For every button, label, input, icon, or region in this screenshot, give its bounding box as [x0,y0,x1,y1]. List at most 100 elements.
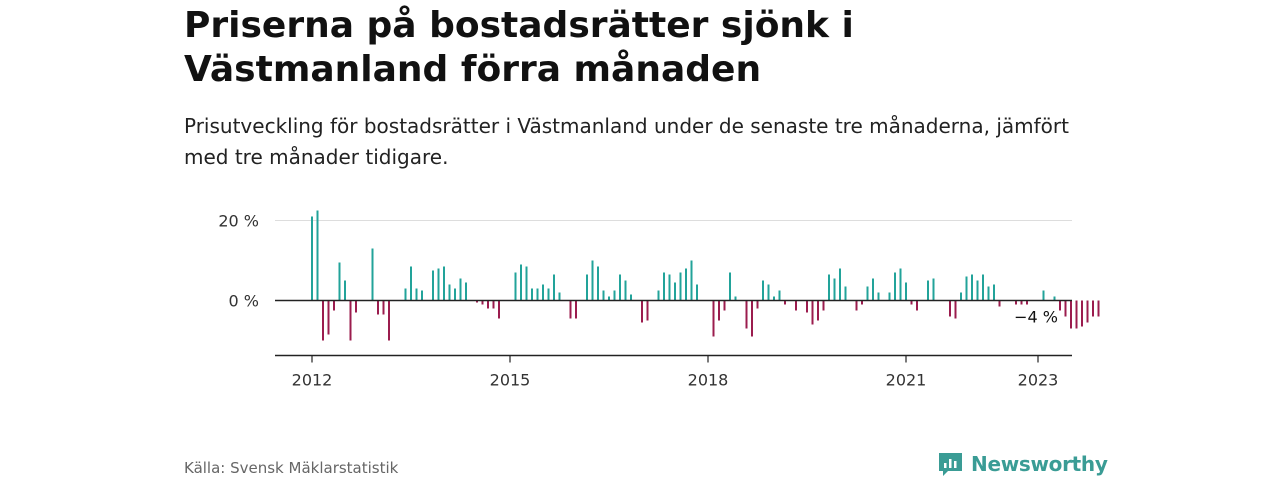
bar-positive [839,268,841,301]
x-tick-label: 2015 [490,371,531,390]
bar-negative [822,300,825,311]
chart-subtitle: Prisutveckling för bostadsrätter i Västm… [184,114,1069,169]
bar-negative [327,300,330,335]
bar-positive [674,282,676,301]
bar-chart: 0 % 20 % 2012 2015 2018 2021 2023 −4 % [218,210,1100,390]
bar-negative [569,300,572,319]
bar-negative [855,300,858,311]
bar-negative [498,300,500,319]
bar-negative [1097,300,1100,317]
bar-positive [767,284,770,301]
bar-positive [613,290,616,301]
bar-negative [756,300,759,309]
bar-positive [531,288,533,301]
bar-positive [663,272,665,301]
bar-negative [817,300,819,321]
bar-negative [723,300,726,311]
bar-positive [443,266,445,301]
brand-logo: Newsworthy [937,450,1108,478]
bar-negative [954,300,957,319]
bar-positive [520,264,522,301]
bar-negative [641,300,643,323]
bar-positive [597,266,599,301]
bar-negative [806,300,808,313]
bar-positive [619,274,621,301]
x-tick-label: 2012 [292,371,333,390]
bar-positive [542,284,544,301]
bar-positive [960,292,962,301]
bar-positive [432,270,434,301]
bar-positive [602,290,605,301]
bar-negative [795,300,797,311]
bar-positive [558,292,561,301]
bar-negative [476,300,478,303]
last-value-annotation: −4 % [1014,308,1058,327]
bar-positive [866,286,869,301]
bar-positive [685,268,687,301]
bar-positive [899,268,902,301]
bar-positive [311,216,313,301]
bar-series [311,210,1100,341]
bar-positive [410,266,412,301]
bar-negative [1086,300,1089,323]
bar-negative [492,300,495,309]
bar-negative [377,300,379,315]
bar-negative [861,300,863,305]
bar-negative [388,300,390,341]
newsworthy-logo-icon [939,452,962,476]
bar-negative [1070,300,1072,329]
bar-positive [894,272,896,301]
bar-negative [1092,300,1094,317]
bar-negative [718,300,720,321]
bar-positive [877,292,880,301]
x-tick-label: 2021 [886,371,927,390]
bar-positive [536,288,539,301]
bar-positive [971,274,973,301]
bar-positive [404,288,407,301]
source-note: Källa: Svensk Mäklarstatistik [184,459,399,477]
bar-negative [333,300,335,311]
bar-positive [514,272,517,301]
bar-negative [751,300,753,337]
bar-positive [630,294,632,301]
bar-positive [927,280,929,301]
bar-negative [322,300,324,341]
bar-negative [1020,300,1023,305]
bar-negative [382,300,385,315]
bar-positive [729,272,731,301]
bar-negative [784,300,786,305]
bar-positive [448,284,451,301]
bar-negative [575,300,577,319]
bar-positive [454,288,456,301]
bar-positive [844,286,847,301]
bar-positive [1042,290,1045,301]
bar-positive [371,248,374,301]
bar-negative [1059,300,1061,311]
bar-positive [465,282,467,301]
bar-negative [910,300,913,305]
bar-negative [355,300,357,313]
bar-positive [982,274,984,301]
bar-positive [734,296,737,301]
y-axis-labels: 0 % 20 % [218,212,259,311]
bar-positive [525,266,528,301]
bar-positive [987,286,990,301]
bar-positive [828,274,830,301]
bar-negative [949,300,951,317]
bar-negative [916,300,918,311]
bar-positive [679,272,682,301]
bar-positive [778,290,781,301]
bar-negative [1026,300,1028,305]
bar-positive [965,276,968,301]
bar-positive [586,274,588,301]
x-tick-label: 2023 [1018,371,1059,390]
bar-positive [872,278,874,301]
bar-positive [316,210,319,301]
bar-positive [415,288,418,301]
bar-negative [481,300,484,305]
bar-negative [1064,300,1067,317]
y-tick-label: 0 % [229,292,259,311]
bar-positive [344,280,346,301]
bar-negative [646,300,649,321]
bar-positive [773,296,775,301]
